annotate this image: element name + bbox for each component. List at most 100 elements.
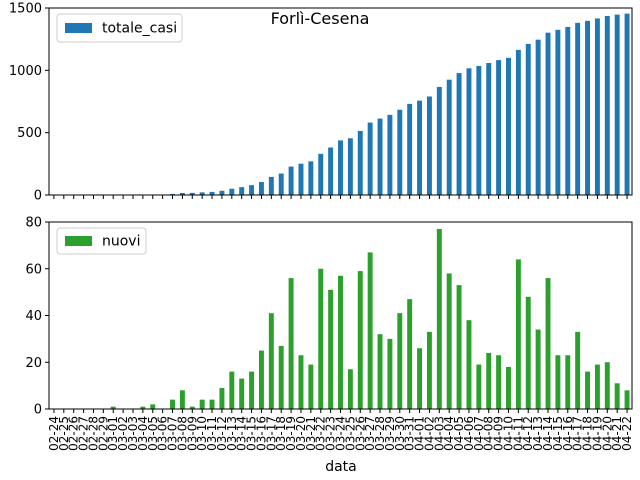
- bar-03-08: [179, 390, 185, 409]
- bar-03-26: [357, 271, 363, 409]
- bar-04-20: [604, 362, 610, 409]
- top-bars: [110, 13, 630, 196]
- bar-03-22: [318, 153, 324, 195]
- x-tick-label: 03-21: [304, 416, 318, 451]
- bar-03-29: [387, 114, 393, 195]
- bar-04-18: [585, 371, 591, 409]
- bar-03-18: [278, 345, 284, 409]
- x-tick-label: 04-22: [620, 416, 634, 451]
- x-tick-label: 04-07: [472, 416, 486, 451]
- bottom-legend: nuovi: [56, 227, 147, 255]
- x-tick-label: 04-06: [462, 416, 476, 451]
- bar-04-12: [525, 43, 531, 196]
- bar-03-01: [110, 406, 116, 409]
- bar-04-22: [624, 13, 630, 195]
- x-tick-label: 03-30: [393, 416, 407, 451]
- bar-04-06: [466, 68, 472, 195]
- x-tick-label: 02-25: [57, 416, 71, 451]
- x-tick-label: 03-16: [254, 416, 268, 451]
- bar-04-19: [594, 364, 600, 409]
- bar-03-31: [407, 299, 413, 409]
- bottom-legend-swatch: [65, 236, 92, 246]
- bar-03-19: [288, 278, 294, 409]
- bar-04-02: [426, 331, 432, 409]
- y-tick-label: 1500: [9, 2, 42, 17]
- x-tick-label: 03-06: [156, 416, 170, 451]
- bar-04-14: [545, 278, 551, 409]
- x-tick-label: 03-31: [403, 416, 417, 451]
- bar-03-31: [407, 103, 413, 195]
- x-tick-label: 04-05: [452, 416, 466, 451]
- bar-03-09: [189, 406, 195, 409]
- bar-03-13: [229, 188, 235, 195]
- bar-04-10: [506, 57, 511, 195]
- x-tick-label: 03-20: [294, 416, 308, 451]
- bar-04-16: [565, 26, 571, 195]
- bar-04-05: [456, 285, 462, 409]
- x-tick-label: 03-09: [185, 416, 199, 451]
- x-tick-label: 03-26: [353, 416, 367, 451]
- x-tick-label: 03-28: [373, 416, 387, 451]
- x-tick-label: 04-16: [561, 416, 575, 451]
- bar-04-04: [446, 273, 452, 409]
- bar-03-25: [347, 369, 353, 409]
- bar-03-25: [347, 138, 353, 195]
- bar-04-21: [614, 14, 620, 196]
- top-legend-swatch: [65, 23, 92, 33]
- x-tick-label: 03-18: [274, 416, 288, 451]
- bar-04-18: [585, 20, 591, 195]
- x-tick-label: 03-10: [195, 416, 209, 451]
- bar-04-09: [496, 60, 502, 195]
- bar-04-06: [466, 320, 472, 409]
- bar-03-19: [288, 166, 294, 195]
- bar-03-10: [199, 399, 205, 409]
- x-tick-label: 04-13: [531, 416, 545, 451]
- bar-04-13: [535, 39, 541, 196]
- x-tick-label: 04-01: [413, 416, 427, 451]
- y-tick-label: 20: [25, 356, 42, 371]
- bottom-subplot: 0 20 40 60 80 02-2402-2502-2602-2702-2802-29…: [25, 216, 634, 476]
- bottom-bars: [110, 229, 630, 409]
- bar-03-22: [318, 268, 324, 409]
- bottom-legend-box: [56, 227, 147, 255]
- bar-03-11: [209, 399, 215, 409]
- x-tick-label: 03-12: [215, 416, 229, 451]
- bar-04-19: [594, 18, 600, 195]
- bar-04-12: [525, 296, 531, 409]
- bar-04-15: [555, 29, 561, 195]
- x-tick-label: 04-04: [442, 416, 456, 451]
- x-tick-label: 04-02: [422, 416, 436, 451]
- top-axes-frame: [48, 7, 633, 196]
- x-tick-label: 03-01: [106, 416, 120, 451]
- x-tick-label: 03-25: [343, 416, 357, 451]
- x-tick-label: 02-26: [67, 416, 81, 451]
- bottom-x-ticks: 02-2402-2502-2602-2702-2802-2903-0103-02…: [47, 409, 634, 451]
- x-tick-label: 04-18: [581, 416, 595, 451]
- bar-03-27: [367, 122, 373, 195]
- bottom-y-ticks: 0 20 40 60 80: [25, 216, 49, 418]
- bar-03-14: [239, 378, 245, 409]
- x-tick-label: 04-21: [610, 416, 624, 451]
- x-tick-label: 03-14: [235, 416, 249, 451]
- bar-03-24: [338, 275, 343, 409]
- y-tick-label: 40: [25, 309, 42, 324]
- bar-03-15: [249, 371, 255, 409]
- x-tick-label: 03-08: [175, 416, 189, 451]
- x-tick-label: 04-11: [511, 416, 525, 451]
- y-tick-label: 60: [25, 262, 42, 277]
- bar-04-13: [535, 329, 541, 409]
- bar-04-05: [456, 73, 462, 195]
- bar-04-02: [426, 96, 432, 195]
- bar-03-17: [268, 313, 274, 409]
- x-tick-label: 03-04: [136, 416, 150, 451]
- bar-03-08: [179, 193, 185, 195]
- x-tick-label: 04-09: [492, 416, 506, 451]
- bar-03-07: [170, 399, 175, 409]
- x-tick-label: 03-05: [146, 416, 160, 451]
- bar-03-16: [258, 182, 264, 195]
- x-tick-label: 03-15: [245, 416, 259, 451]
- bar-03-04: [140, 406, 146, 409]
- bar-03-27: [367, 252, 373, 409]
- x-tick-label: 04-10: [501, 416, 515, 451]
- bar-04-01: [417, 100, 423, 195]
